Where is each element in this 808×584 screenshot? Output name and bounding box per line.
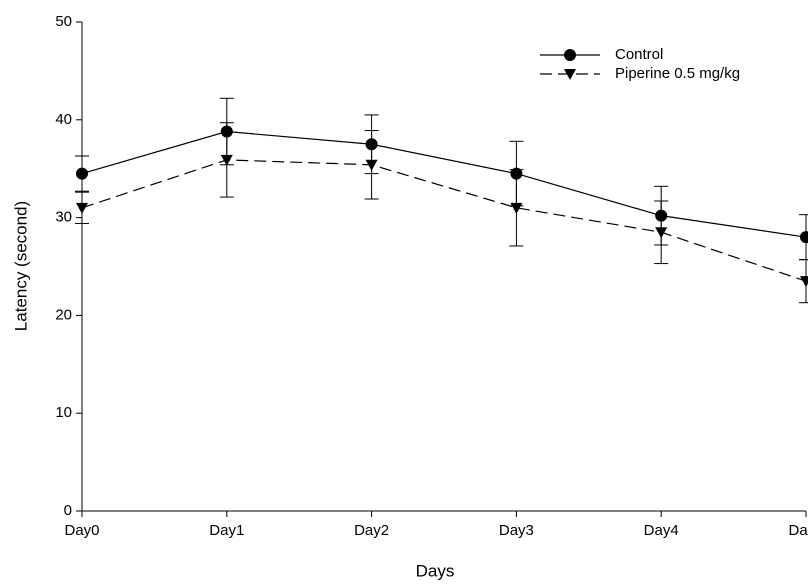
y-tick-label: 10	[55, 404, 72, 421]
data-point	[655, 227, 667, 238]
data-point	[221, 155, 233, 166]
x-tick-label: Day1	[209, 522, 244, 539]
chart: Days Latency (second) 0 10 20 30 40 50 Day0 Day…	[0, 0, 808, 584]
y-tick-label: 0	[64, 502, 72, 519]
data-point	[800, 231, 808, 243]
data-point	[76, 168, 88, 180]
x-tick-label: Day5	[788, 522, 808, 539]
y-tick-label: 40	[55, 111, 72, 128]
x-axis-label: Days	[416, 561, 455, 580]
y-tick-label: 30	[55, 209, 72, 226]
legend-label: Control	[615, 46, 663, 63]
data-point	[76, 203, 88, 214]
x-tick-label: Day0	[64, 522, 99, 539]
y-axis-label: Latency (second)	[11, 201, 30, 331]
page: Days Latency (second) 0 10 20 30 40 50 Day0 Day…	[0, 0, 808, 584]
series-line	[82, 132, 806, 238]
y-tick-label: 20	[55, 306, 72, 323]
x-tick-label: Day3	[499, 522, 534, 539]
data-point	[366, 160, 378, 171]
data-point	[800, 276, 808, 287]
legend-marker	[564, 49, 576, 61]
legend-label: Piperine 0.5 mg/kg	[615, 65, 740, 82]
y-tick-label: 50	[55, 13, 72, 30]
x-tick-label: Day2	[354, 522, 389, 539]
x-tick-label: Day4	[644, 522, 679, 539]
